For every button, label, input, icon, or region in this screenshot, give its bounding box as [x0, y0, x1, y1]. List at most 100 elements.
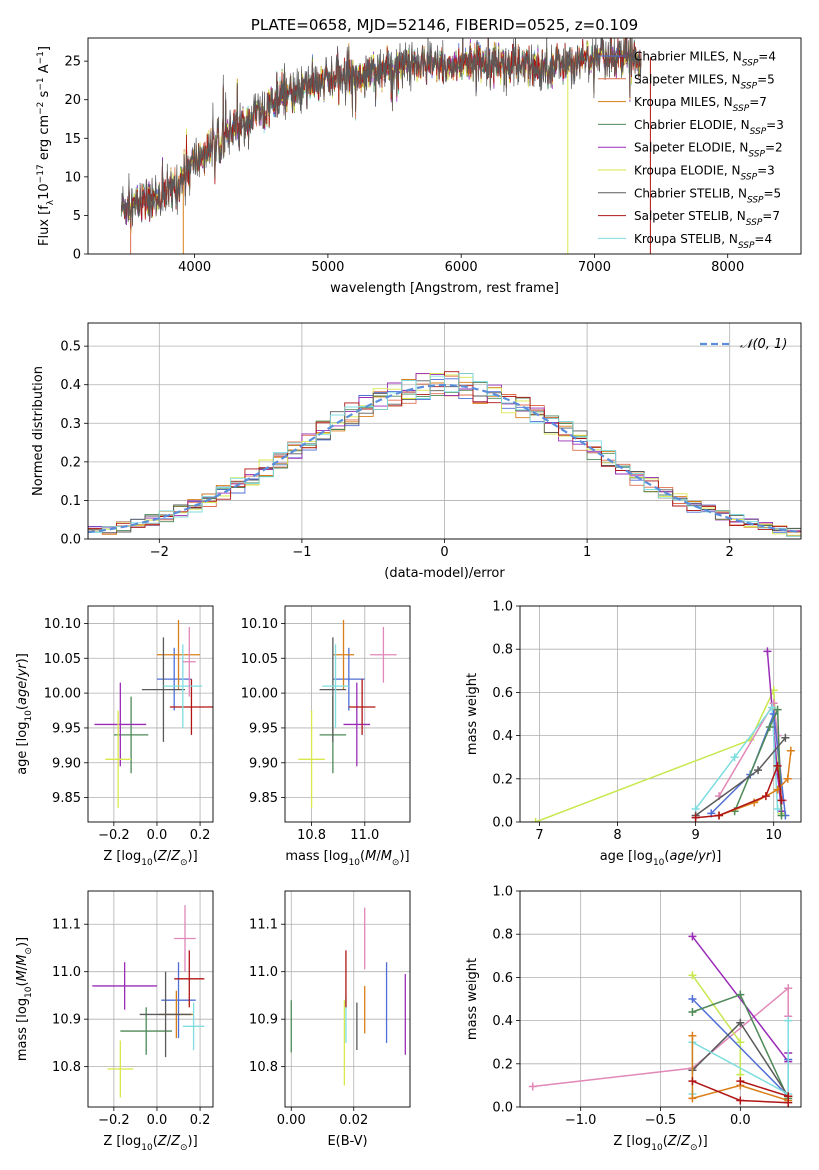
- label-part: 10: [24, 710, 34, 722]
- x-tick-label: 7: [535, 828, 543, 843]
- weight-marker: [765, 722, 774, 731]
- axes-frame: [87, 37, 802, 255]
- x-tick-label: −0.2: [98, 828, 130, 843]
- label-part: /: [677, 1134, 682, 1149]
- label-part: E(B-V): [327, 1134, 367, 1149]
- legend-entry: Chabrier MILES, NSSP=4: [634, 50, 776, 69]
- label-part: )]: [698, 1134, 708, 1149]
- y-tick-label: 11.0: [52, 965, 81, 980]
- label-part: M: [381, 849, 392, 864]
- label-part: Z: [667, 1134, 678, 1149]
- label-part: )]: [15, 937, 30, 947]
- label-part: (: [360, 849, 365, 864]
- weight-marker: [688, 1031, 697, 1040]
- label-part: yr: [697, 849, 713, 864]
- weight-vs-age-lines: [531, 647, 795, 822]
- label-part: 10: [37, 183, 52, 200]
- label-part: /: [167, 849, 172, 864]
- histogram-lines: [88, 371, 801, 539]
- label-part: Z [log: [613, 1134, 651, 1149]
- weight-marker: [763, 647, 772, 656]
- y-tick-label: 10.00: [44, 687, 81, 702]
- y-tick-label: 9.85: [249, 791, 278, 806]
- spectrum-lines: [120, 38, 651, 254]
- figure-title: PLATE=0658, MJD=52146, FIBERID=0525, z=0…: [251, 16, 638, 34]
- label-part: erg cm: [37, 115, 52, 164]
- label-part: /: [15, 676, 30, 681]
- y-tick-label: 20: [64, 93, 81, 108]
- weight-marker: [736, 1038, 745, 1047]
- y-tick-label: 5: [73, 209, 81, 224]
- label-part: SSP: [747, 195, 764, 205]
- label-part: )]: [188, 1134, 198, 1149]
- x-tick-label: 0: [440, 545, 448, 560]
- label-part: ⊙: [24, 947, 34, 955]
- axes-frame: [87, 605, 214, 823]
- weight-series: [734, 709, 783, 816]
- label-part: age: [15, 681, 30, 705]
- weight-marker: [773, 805, 782, 814]
- y-tick-label: 10.05: [241, 652, 278, 667]
- label-part: (: [664, 849, 669, 864]
- mass-vs-EBV-points: [290, 907, 406, 1086]
- x-tick-label: 10.8: [297, 828, 326, 843]
- weight-marker: [786, 746, 795, 755]
- y-tick-label: 10.9: [249, 1013, 278, 1028]
- label-part: Chabrier STELIB, N: [634, 186, 747, 200]
- label-part: A: [37, 64, 52, 77]
- y-tick-label: 10.00: [241, 687, 278, 702]
- weight-marker: [773, 705, 782, 714]
- legend-entry: Salpeter STELIB, NSSP=7: [634, 209, 780, 228]
- label-part: 10: [141, 1143, 153, 1153]
- y-tick-label: 0.3: [60, 417, 81, 432]
- weight-vs-Z-panel: −1.0 −0.5 0.00.00.20.40.60.81.0Z [log10(Z/…: [465, 885, 802, 1153]
- x-tick-label: 0.2: [190, 1113, 211, 1128]
- y-tick-label: 0.2: [492, 1057, 513, 1072]
- label-part: =3: [766, 118, 784, 132]
- y-tick-label: 10.10: [241, 617, 278, 632]
- label-part: =7: [762, 209, 780, 223]
- x-axis-label: Z [log10(Z/Z⊙)]: [103, 1134, 197, 1153]
- y-tick-label: 10.10: [44, 617, 81, 632]
- label-part: −1: [36, 77, 46, 90]
- weight-series: [695, 705, 779, 810]
- legend-entry: Kroupa MILES, NSSP=7: [634, 95, 767, 114]
- y-tick-label: 0: [73, 248, 81, 263]
- y-tick-label: 0.0: [492, 1101, 513, 1116]
- legend-entry: Salpeter MILES, NSSP=5: [634, 72, 775, 91]
- legend-entry: Kroupa STELIB, NSSP=4: [634, 232, 772, 251]
- x-tick-label: 7000: [578, 260, 611, 275]
- label-part: SSP: [741, 173, 758, 183]
- label-part: /: [376, 849, 381, 864]
- label-part: Z [log: [103, 849, 141, 864]
- label-part: −2: [36, 102, 46, 115]
- mass-vs-EBV-panel: 0.00 0.02 10.8 10.9 11.0 11.1 E(B-V): [249, 890, 411, 1149]
- x-tick-label: 0.0: [730, 1113, 751, 1128]
- weight-series: [740, 1080, 789, 1097]
- label-part: ⊙: [690, 1143, 698, 1153]
- weight-marker: [773, 761, 782, 770]
- label-part: Normed distribution: [31, 366, 46, 496]
- x-tick-label: 8: [613, 828, 621, 843]
- y-axis-label: age [log10(age/yr)]: [15, 653, 34, 775]
- label-part: ⊙: [392, 858, 400, 868]
- y-axis-label: Normed distribution: [31, 366, 46, 496]
- y-tick-label: 0.8: [492, 928, 513, 943]
- label-part: Salpeter STELIB, N: [634, 209, 746, 223]
- axes-frame: [284, 890, 411, 1108]
- x-tick-label: 2: [726, 545, 734, 560]
- label-part: −17: [36, 164, 46, 183]
- mass-vs-Z-panel: −0.2 0.0 0.210.810.911.011.1Z [log10(Z/Z⊙)…: [15, 890, 214, 1153]
- weight-marker: [736, 990, 745, 999]
- legend-entry: Kroupa ELODIE, NSSP=3: [634, 164, 775, 183]
- label-part: Z: [170, 1134, 181, 1149]
- x-tick-label: 0.0: [147, 1113, 168, 1128]
- y-tick-label: 9.95: [249, 721, 278, 736]
- label-part: 10: [24, 986, 34, 998]
- label-part: (: [15, 705, 30, 710]
- label-part: ⊙: [180, 1143, 188, 1153]
- weight-marker: [736, 1096, 745, 1105]
- x-tick-label: 0.2: [190, 828, 211, 843]
- label-part: Salpeter MILES, N: [634, 72, 741, 86]
- weight-marker: [691, 813, 700, 822]
